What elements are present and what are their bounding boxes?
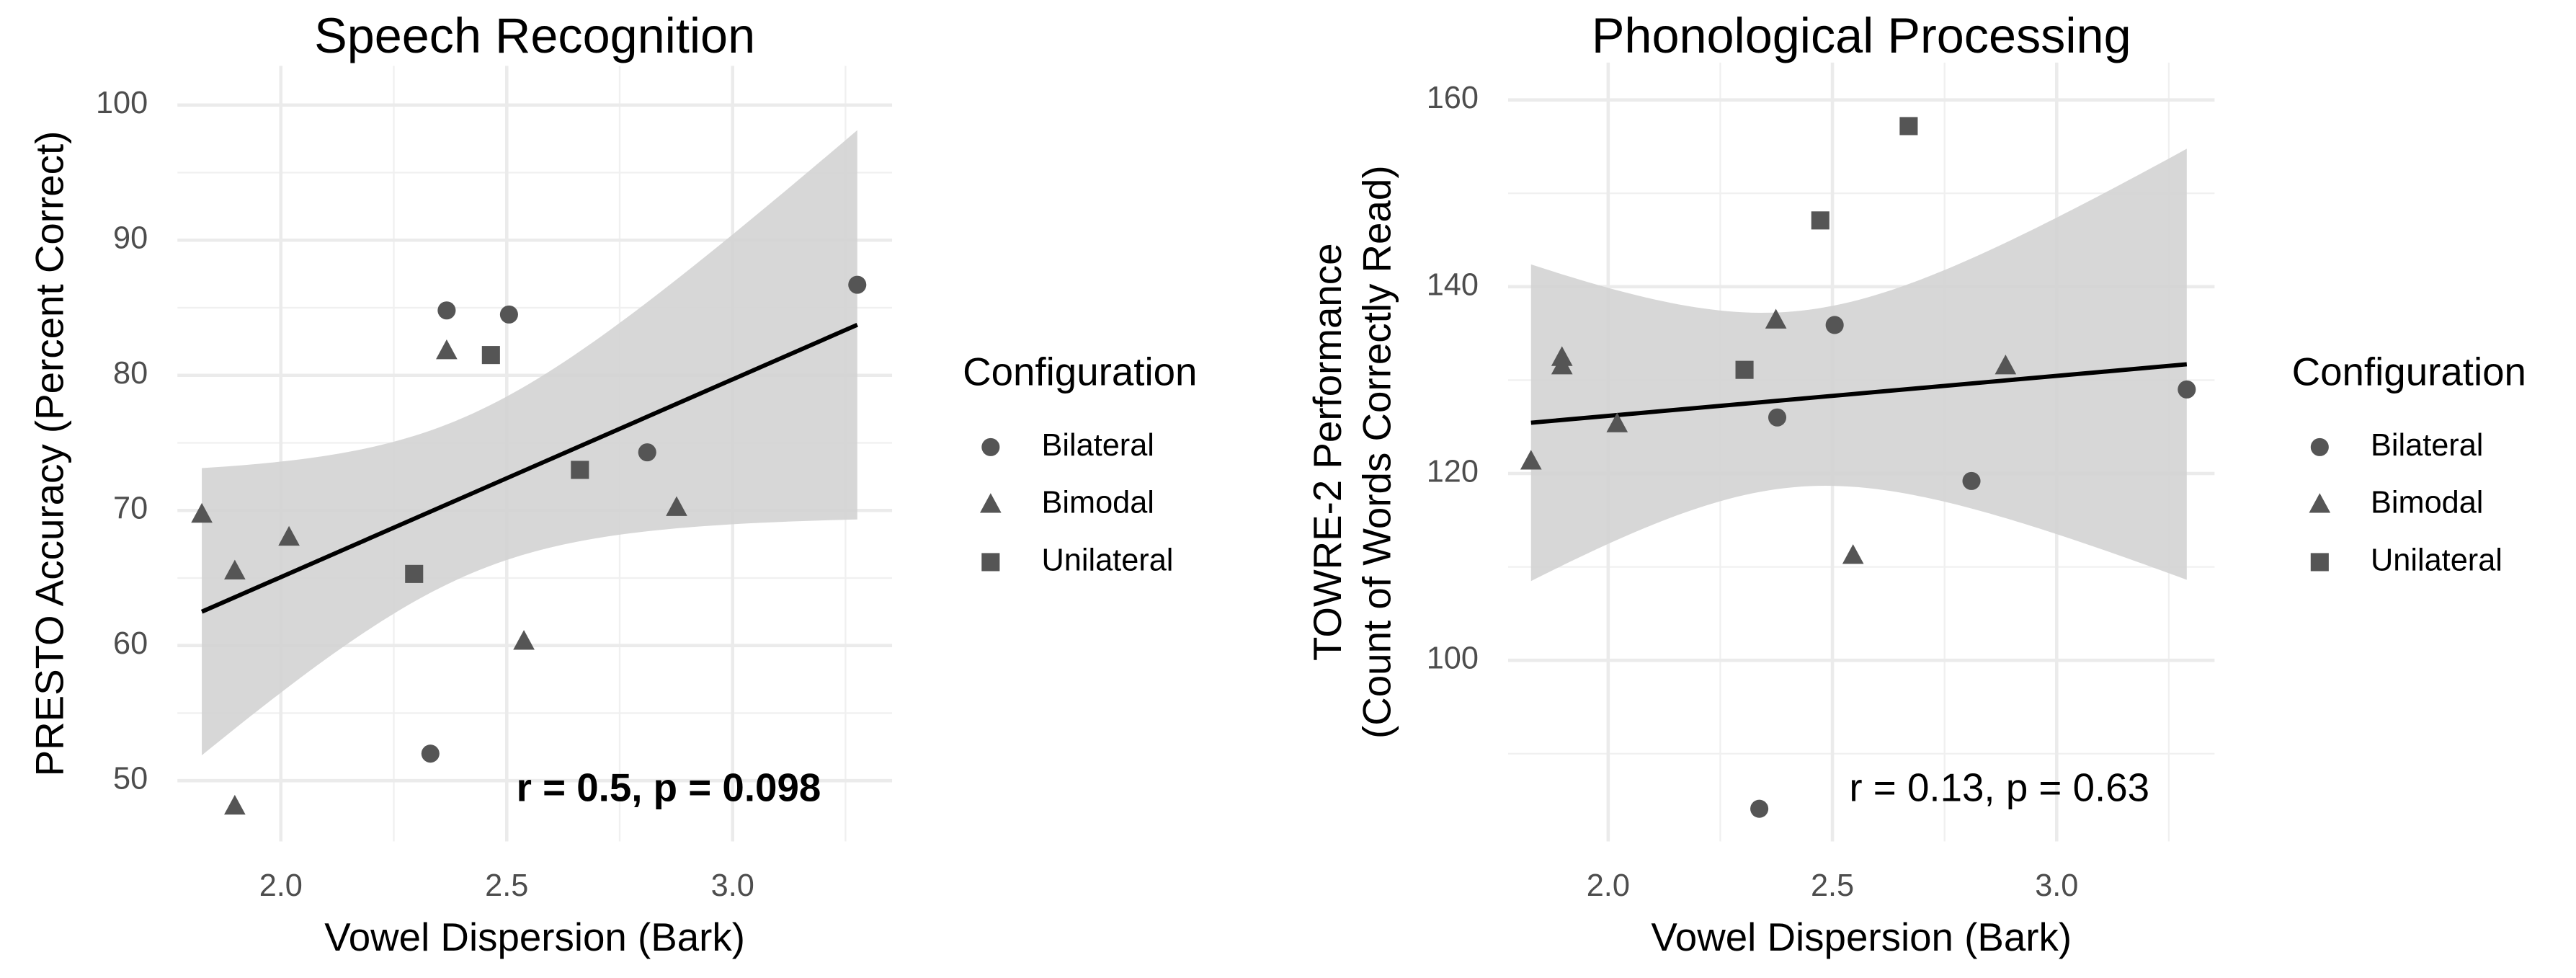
point xyxy=(571,461,589,479)
point xyxy=(224,559,246,579)
chart-title: Phonological Processing xyxy=(1592,9,2131,63)
annotation: r = 0.13, p = 0.63 xyxy=(1849,765,2149,809)
legend-label: Unilateral xyxy=(1042,543,1174,577)
legend-label: Unilateral xyxy=(2371,543,2503,577)
point xyxy=(1750,799,1769,818)
x-axis-label: Vowel Dispersion (Bark) xyxy=(1651,915,2072,959)
x-tick-label: 3.0 xyxy=(711,868,754,903)
point xyxy=(421,744,440,763)
point xyxy=(1825,316,1844,334)
point xyxy=(1995,355,2017,375)
fit-line xyxy=(200,322,858,614)
point xyxy=(481,346,500,365)
point xyxy=(1765,308,1787,329)
point xyxy=(2178,380,2196,399)
point xyxy=(191,502,213,523)
y-tick-label: 100 xyxy=(1427,641,1479,676)
point xyxy=(666,496,687,516)
y-tick-label: 160 xyxy=(1427,81,1479,115)
legend-symbol xyxy=(2309,493,2331,513)
x-tick-label: 2.5 xyxy=(1811,868,1854,903)
legend-label: Bimodal xyxy=(1042,486,1154,520)
legend-symbol xyxy=(981,437,1000,456)
point xyxy=(1842,544,1864,564)
y-tick-label: 70 xyxy=(113,492,148,526)
point xyxy=(436,339,458,360)
point xyxy=(278,525,300,546)
point xyxy=(848,275,867,294)
y-tick-label: 60 xyxy=(113,626,148,661)
legend-label: Bilateral xyxy=(2371,428,2483,463)
point xyxy=(1768,408,1787,427)
legend-symbol xyxy=(981,553,1000,572)
fit-line xyxy=(1530,362,2188,425)
y-tick-label: 80 xyxy=(113,356,148,391)
legend-symbol xyxy=(980,493,1002,513)
point xyxy=(1899,117,1918,135)
y-tick-label: 140 xyxy=(1427,267,1479,302)
point xyxy=(1520,450,1542,470)
x-axis-label: Vowel Dispersion (Bark) xyxy=(324,915,745,959)
y-axis-label: PRESTO Accuracy (Percent Correct) xyxy=(27,131,71,777)
y-axis-label: TOWRE-2 Performance xyxy=(1305,243,1350,661)
point xyxy=(499,305,518,324)
confidence-band xyxy=(1530,148,2187,582)
point xyxy=(437,301,456,320)
chart-title: Speech Recognition xyxy=(314,9,755,63)
x-tick-label: 2.0 xyxy=(1587,868,1630,903)
y-tick-label: 100 xyxy=(96,86,148,120)
x-tick-label: 3.0 xyxy=(2035,868,2078,903)
point xyxy=(1811,211,1830,230)
legend-symbol xyxy=(2310,437,2329,456)
legend-label: Bimodal xyxy=(2371,486,2483,520)
point xyxy=(405,564,424,583)
y-tick-label: 50 xyxy=(113,762,148,796)
confidence-band xyxy=(202,130,857,756)
legend-label: Bilateral xyxy=(1042,428,1154,463)
x-tick-label: 2.0 xyxy=(259,868,303,903)
annotation: r = 0.5, p = 0.098 xyxy=(517,765,821,809)
point xyxy=(513,630,535,650)
legend-symbol xyxy=(2310,553,2329,572)
point xyxy=(638,443,656,462)
y-axis-label: (Count of Words Correctly Read) xyxy=(1355,165,1399,739)
y-tick-label: 90 xyxy=(113,221,148,256)
point xyxy=(1551,355,1573,375)
y-tick-label: 120 xyxy=(1427,454,1479,489)
point xyxy=(1606,412,1628,432)
x-tick-label: 2.5 xyxy=(485,868,528,903)
point xyxy=(1735,360,1754,379)
point xyxy=(1962,471,1981,490)
point xyxy=(224,794,246,815)
legend-title: Configuration xyxy=(2292,349,2526,394)
legend-title: Configuration xyxy=(963,349,1197,394)
